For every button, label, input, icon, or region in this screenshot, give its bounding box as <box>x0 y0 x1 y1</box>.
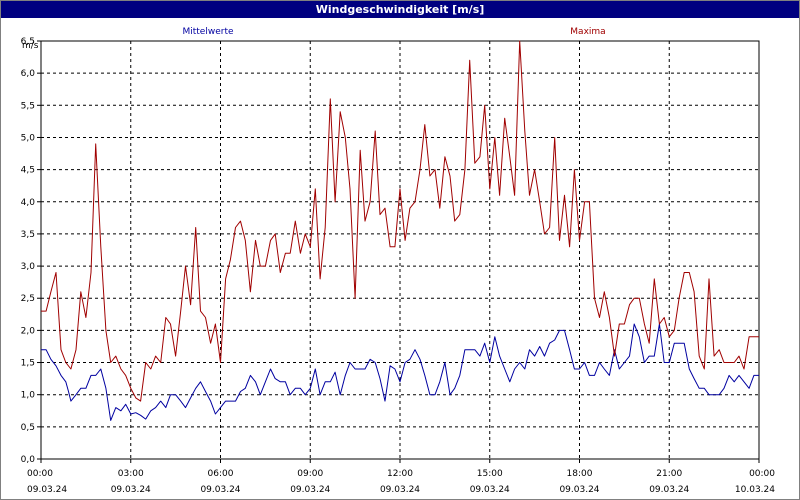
y-axis: 0,0 0,5 1,0 1,5 2,0 2,5 3,0 3,5 4,0 4,5 5,0 5,5 6,0 6… <box>21 37 41 465</box>
x-tick-label-time: 21:00 <box>656 469 682 479</box>
y-tick-label: 2,5 <box>21 294 35 304</box>
x-tick-label-date: 09.03.24 <box>649 485 689 495</box>
grid-lines <box>41 41 759 459</box>
y-tick-label: 4,5 <box>21 166 35 176</box>
x-tick-label-time: 12:00 <box>387 469 413 479</box>
y-tick-label: 4,0 <box>21 198 36 208</box>
y-tick-label: 6,0 <box>21 69 36 79</box>
x-tick-label-time: 00:00 <box>749 469 775 479</box>
x-tick-label-time: 00:00 <box>27 469 53 479</box>
legend-maxima: Maxima <box>570 27 605 37</box>
x-tick-label-date: 09.03.24 <box>290 485 330 495</box>
y-tick-label: 1,0 <box>21 391 36 401</box>
legend-mittelwerte: Mittelwerte <box>182 27 233 37</box>
y-tick-label: 5,0 <box>21 133 36 143</box>
x-tick-label-time: 06:00 <box>208 469 234 479</box>
x-tick-label-date: 09.03.24 <box>27 485 67 495</box>
y-tick-label: 3,0 <box>21 262 36 272</box>
y-tick-label: 3,5 <box>21 230 35 240</box>
x-tick-label-date: 09.03.24 <box>559 485 599 495</box>
y-tick-label: 6,5 <box>21 37 35 47</box>
y-tick-label: 0,5 <box>21 423 35 433</box>
x-tick-label-time: 09:00 <box>297 469 323 479</box>
series-lines <box>41 40 759 421</box>
y-tick-label: 1,5 <box>21 359 35 369</box>
series-line-mittelwerte <box>41 323 759 421</box>
x-tick-label-time: 03:00 <box>118 469 144 479</box>
x-tick-label-time: 18:00 <box>567 469 593 479</box>
y-axis-label: m/s <box>22 41 39 51</box>
x-tick-label-date: 10.03.24 <box>735 485 775 495</box>
y-tick-label: 5,5 <box>21 101 35 111</box>
x-tick-label-date: 09.03.24 <box>111 485 151 495</box>
x-tick-label-time: 15:00 <box>477 469 503 479</box>
y-tick-label: 0,0 <box>21 455 36 465</box>
y-tick-label: 2,0 <box>21 326 36 336</box>
x-tick-label-date: 09.03.24 <box>380 485 420 495</box>
x-tick-label-date: 09.03.24 <box>200 485 240 495</box>
series-line-maxima <box>41 40 759 402</box>
x-axis: 00:00 09.03.24 03:00 09.03.24 06:00 09.03.24 0… <box>27 459 775 495</box>
chart-title: Windgeschwindigkeit [m/s] <box>1 1 799 18</box>
x-tick-label-date: 09.03.24 <box>470 485 510 495</box>
